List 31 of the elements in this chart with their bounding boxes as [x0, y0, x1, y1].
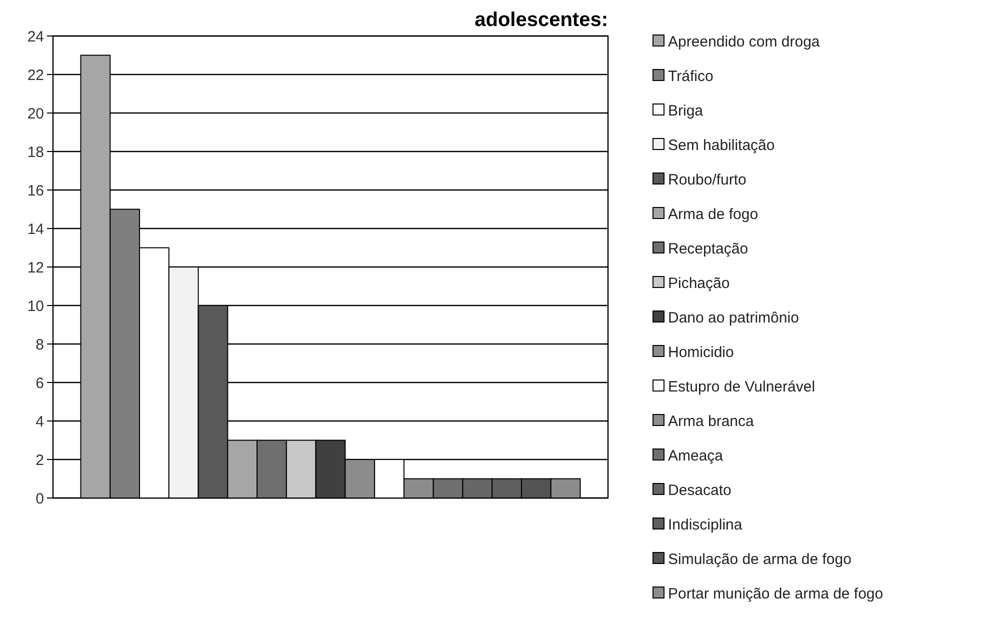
legend-label: Dano ao patrimônio — [668, 309, 799, 326]
legend-label: Arma branca — [668, 412, 755, 430]
legend-label: Arma de fogo — [668, 206, 758, 223]
y-tick-label: 4 — [36, 413, 44, 430]
legend-label: Simulação de arma de fogo — [668, 550, 852, 568]
y-tick-label: 18 — [27, 144, 44, 161]
legend-label: Receptação — [668, 240, 748, 258]
y-tick-label: 12 — [27, 259, 44, 276]
legend-label: Roubo/furto — [668, 171, 746, 188]
legend-label: Estupro de Vulnerável — [668, 378, 816, 396]
y-tick-label: 8 — [36, 336, 44, 354]
y-tick-label: 22 — [27, 66, 44, 84]
y-tick-label: 20 — [27, 105, 44, 122]
legend-label: Desacato — [668, 482, 732, 499]
legend-label: Briga — [668, 102, 704, 120]
legend-label: Portar munição de arma de fogo — [668, 585, 884, 602]
y-tick-label: 14 — [27, 220, 44, 238]
legend-label: Ameaça — [668, 447, 724, 464]
y-tick-label: 24 — [27, 28, 44, 46]
chart-title: adolescentes: — [474, 9, 608, 31]
y-tick-label: 10 — [27, 298, 44, 315]
y-tick-label: 2 — [36, 452, 44, 469]
legend-label: Sem habilitação — [668, 136, 775, 154]
y-tick-label: 0 — [36, 490, 44, 508]
legend-label: Pichação — [668, 274, 730, 292]
legend-label: Indisciplina — [668, 516, 743, 534]
y-tick-label: 16 — [27, 182, 44, 200]
y-tick-label: 6 — [36, 374, 44, 392]
legend-label: Tráfico — [668, 68, 714, 85]
legend-label: Homicidio — [668, 344, 734, 361]
legend-label: Apreendido com droga — [668, 33, 820, 50]
